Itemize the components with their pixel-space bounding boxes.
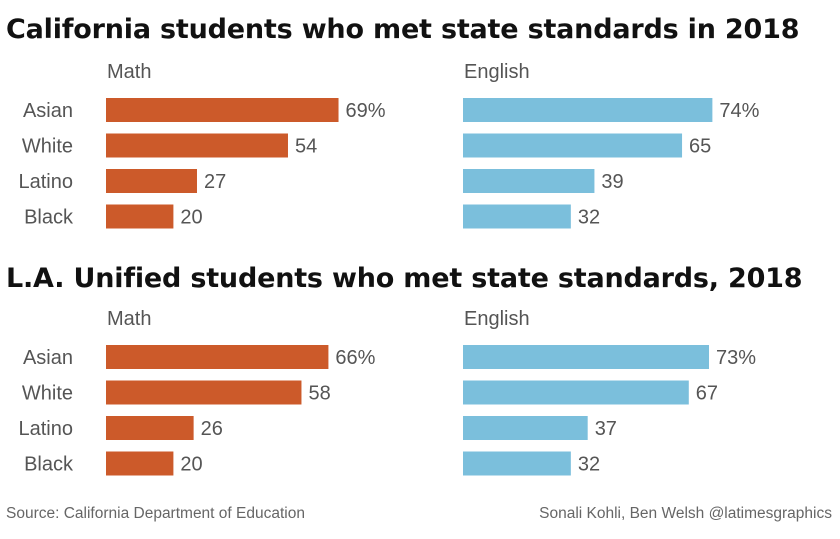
category-label-asian: Asian (23, 347, 73, 369)
data-label-math-latino: 27 (204, 171, 226, 193)
bar-math-latino (106, 169, 197, 193)
bar-math-asian (106, 98, 339, 122)
data-label-math-white: 58 (308, 383, 330, 405)
category-label-latino: Latino (19, 171, 74, 193)
data-label-math-black: 20 (180, 207, 202, 229)
bar-english-latino (463, 169, 595, 193)
bar-math-white (106, 380, 302, 405)
data-label-english-white: 65 (689, 136, 711, 158)
data-label-english-asian: 74% (719, 100, 759, 122)
category-label-latino: Latino (19, 418, 74, 440)
data-label-math-black: 20 (180, 454, 202, 476)
series-header-english: English (464, 61, 530, 83)
bar-english-white (463, 380, 689, 405)
series-header-english: English (464, 308, 530, 330)
category-label-black: Black (24, 207, 74, 229)
bar-english-latino (463, 416, 588, 440)
category-label-white: White (22, 136, 73, 158)
category-label-white: White (22, 383, 73, 405)
category-label-asian: Asian (23, 100, 73, 122)
bar-english-asian (463, 345, 710, 369)
data-label-math-latino: 26 (201, 418, 223, 440)
series-header-math: Math (107, 308, 151, 330)
category-label-black: Black (24, 454, 74, 476)
data-label-english-white: 67 (696, 383, 718, 405)
bar-english-white (463, 133, 683, 158)
chart-title-la-unified: L.A. Unified students who met state stan… (6, 263, 803, 294)
data-label-english-black: 32 (578, 207, 600, 229)
credit-line: Sonali Kohli, Ben Welsh @latimesgraphics (539, 505, 832, 522)
bar-math-white (106, 133, 288, 158)
data-label-math-asian: 69% (346, 100, 386, 122)
bar-english-black (463, 204, 571, 229)
bar-math-black (106, 204, 174, 229)
source-note: Source: California Department of Educati… (6, 505, 305, 522)
bar-english-black (463, 451, 571, 476)
data-label-english-black: 32 (578, 454, 600, 476)
data-label-math-asian: 66% (335, 347, 375, 369)
bar-math-latino (106, 416, 194, 440)
bar-math-asian (106, 345, 329, 369)
data-label-english-latino: 39 (601, 171, 623, 193)
chart-title-california: California students who met state standa… (6, 14, 800, 45)
series-header-math: Math (107, 61, 151, 83)
data-label-english-latino: 37 (595, 418, 617, 440)
bar-english-asian (463, 98, 713, 122)
data-label-english-asian: 73% (716, 347, 756, 369)
bar-math-black (106, 451, 174, 476)
data-label-math-white: 54 (295, 136, 317, 158)
